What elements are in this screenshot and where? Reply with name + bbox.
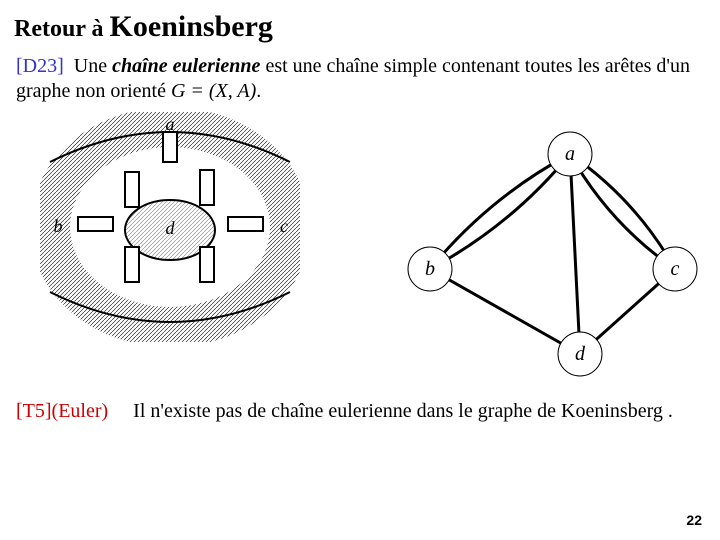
graph-edge <box>570 154 675 269</box>
slide-title: Retour à Koeninsberg <box>0 0 720 50</box>
graph-node-a: a <box>548 132 592 176</box>
definition-ref: [D23] <box>16 55 64 77</box>
definition-text-before: Une <box>74 55 112 77</box>
svg-text:a: a <box>565 143 575 165</box>
svg-text:b: b <box>425 258 435 280</box>
graph-edge <box>430 154 570 269</box>
graph-edge <box>430 269 580 354</box>
figures-area: a b c d a b c d <box>0 104 720 399</box>
definition-text-after: . <box>256 80 261 102</box>
svg-text:a: a <box>166 114 175 134</box>
graph-edge <box>570 154 580 354</box>
graph-node-d: d <box>558 332 602 376</box>
page-number: 22 <box>686 512 702 528</box>
title-part1: Retour à <box>14 16 110 42</box>
theorem-ref: [T5](Euler) <box>16 400 108 422</box>
svg-text:b: b <box>54 216 63 236</box>
svg-text:d: d <box>575 343 586 365</box>
graph-edge <box>430 154 570 269</box>
svg-text:c: c <box>280 216 288 236</box>
svg-text:c: c <box>671 258 680 280</box>
graph-diagram: a b c d <box>370 104 710 404</box>
definition-block: [D23] Une chaîne eulerienne est une chaî… <box>0 50 720 104</box>
graph-node-c: c <box>653 247 697 291</box>
title-part2: Koeninsberg <box>110 10 273 43</box>
graph-node-b: b <box>408 247 452 291</box>
definition-term: chaîne eulerienne <box>112 55 260 77</box>
graph-edge <box>570 154 675 269</box>
svg-text:d: d <box>166 218 176 238</box>
definition-g-eq: G = (X, A) <box>171 80 256 102</box>
bridges-illustration: a b c d <box>40 112 300 342</box>
